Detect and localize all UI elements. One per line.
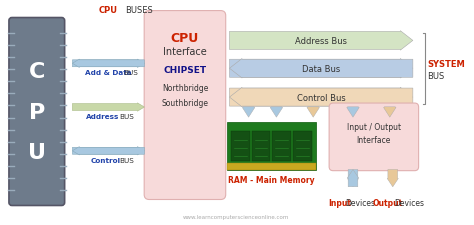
FancyArrowPatch shape	[270, 107, 283, 118]
FancyBboxPatch shape	[293, 131, 312, 161]
Text: Add & Data: Add & Data	[85, 70, 132, 76]
FancyArrowPatch shape	[229, 88, 413, 107]
Text: BUS: BUS	[119, 113, 134, 119]
Text: P: P	[28, 102, 45, 122]
Text: BUS: BUS	[123, 70, 137, 76]
Text: Southbridge: Southbridge	[162, 98, 209, 107]
FancyArrowPatch shape	[229, 88, 413, 107]
Text: Devices: Devices	[395, 198, 425, 207]
Text: Input: Input	[328, 198, 352, 207]
Text: Input / Output: Input / Output	[347, 123, 401, 132]
FancyBboxPatch shape	[9, 18, 64, 206]
FancyArrowPatch shape	[229, 59, 413, 79]
Text: Devices: Devices	[345, 198, 375, 207]
FancyArrowPatch shape	[73, 104, 145, 112]
Text: Control Bus: Control Bus	[297, 93, 346, 102]
Text: Address Bus: Address Bus	[295, 37, 347, 46]
FancyBboxPatch shape	[273, 131, 292, 161]
Text: C: C	[28, 62, 45, 82]
Text: BUS: BUS	[119, 157, 134, 163]
Text: CHIPSET: CHIPSET	[164, 65, 207, 74]
Text: BUSES: BUSES	[125, 6, 153, 15]
FancyBboxPatch shape	[144, 11, 226, 200]
FancyArrowPatch shape	[347, 170, 358, 187]
Text: BUS: BUS	[428, 72, 445, 81]
FancyArrowPatch shape	[73, 60, 145, 68]
FancyArrowPatch shape	[347, 170, 358, 187]
FancyArrowPatch shape	[347, 107, 359, 118]
Text: Output: Output	[373, 198, 403, 207]
FancyArrowPatch shape	[383, 107, 396, 118]
FancyBboxPatch shape	[329, 104, 419, 171]
Text: U: U	[28, 142, 46, 162]
FancyArrowPatch shape	[73, 60, 145, 68]
FancyBboxPatch shape	[227, 122, 316, 170]
Text: CPU: CPU	[171, 32, 199, 45]
Text: SYSTEM: SYSTEM	[428, 60, 465, 69]
FancyArrowPatch shape	[73, 147, 145, 155]
FancyArrowPatch shape	[242, 107, 255, 118]
Text: Control: Control	[91, 157, 120, 163]
Text: Data Bus: Data Bus	[302, 65, 340, 73]
Text: Address: Address	[86, 113, 119, 119]
FancyArrowPatch shape	[73, 147, 145, 155]
FancyBboxPatch shape	[231, 131, 250, 161]
FancyArrowPatch shape	[229, 32, 413, 51]
FancyArrowPatch shape	[387, 170, 398, 187]
FancyBboxPatch shape	[252, 131, 271, 161]
Text: Interface: Interface	[163, 47, 207, 57]
FancyArrowPatch shape	[229, 59, 413, 79]
FancyArrowPatch shape	[307, 107, 319, 118]
Text: CPU: CPU	[98, 6, 118, 15]
FancyBboxPatch shape	[227, 163, 316, 170]
Text: Northbridge: Northbridge	[162, 83, 208, 92]
Text: RAM - Main Memory: RAM - Main Memory	[228, 175, 315, 184]
Text: www.learncomputerscienceonline.com: www.learncomputerscienceonline.com	[182, 214, 289, 219]
Text: Interface: Interface	[356, 136, 391, 145]
